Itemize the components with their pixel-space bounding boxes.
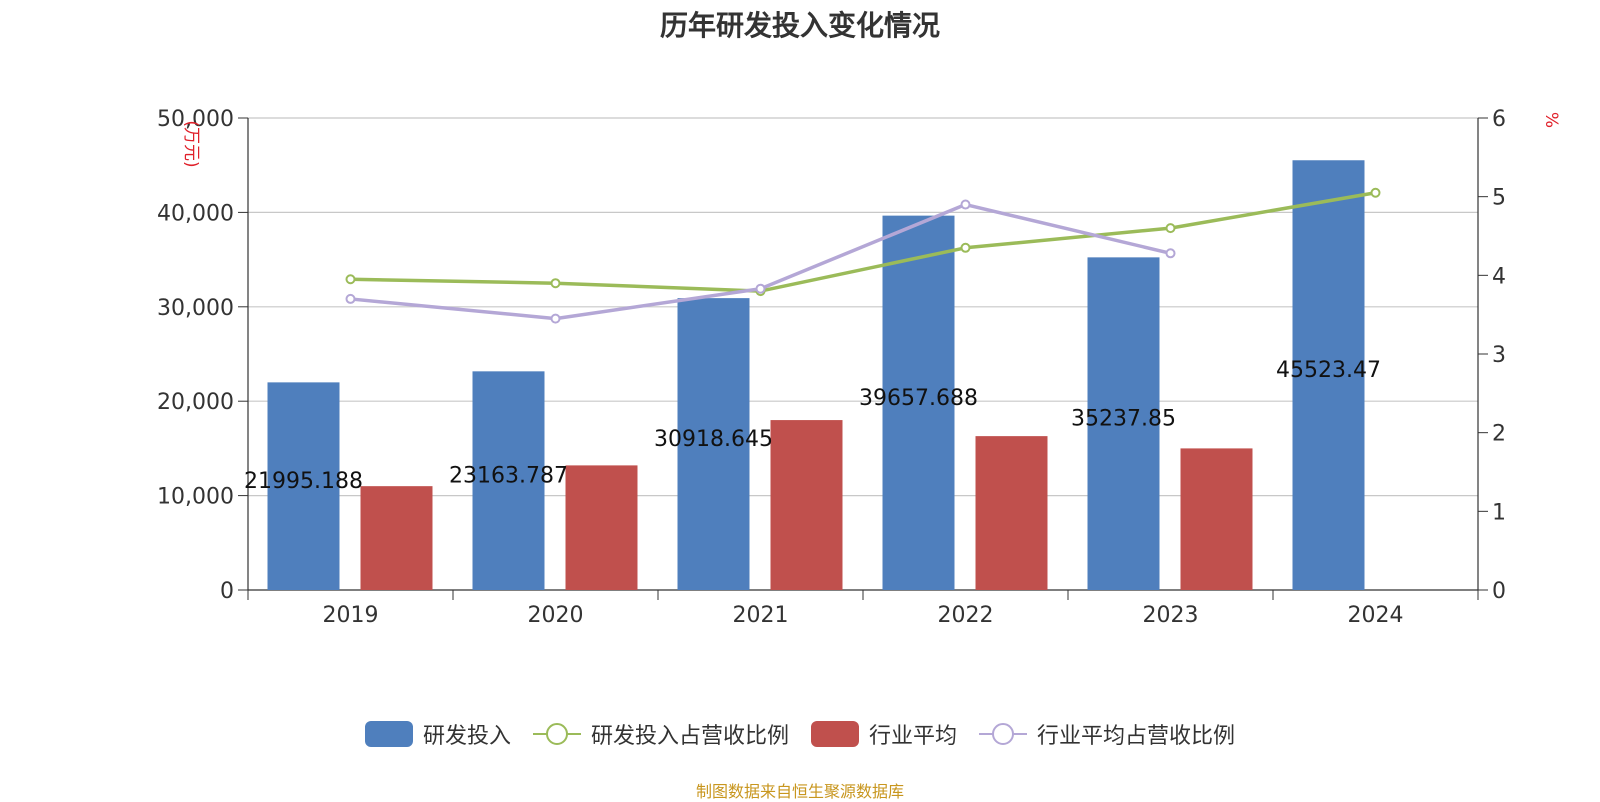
bar-data-label: 45523.47 bbox=[1276, 358, 1381, 383]
bar-rd-investment bbox=[267, 382, 340, 590]
point-rd-ratio bbox=[1370, 187, 1381, 198]
x-tick-label: 2024 bbox=[1348, 603, 1404, 628]
y-left-tick-label: 10,000 bbox=[157, 485, 234, 510]
bar-rd-investment bbox=[677, 298, 750, 590]
point-rd-ratio bbox=[550, 278, 561, 289]
point-industry-ratio bbox=[960, 199, 971, 210]
y-right-tick-label: 3 bbox=[1492, 343, 1506, 368]
point-industry-ratio bbox=[755, 283, 766, 294]
y-right-tick-label: 5 bbox=[1492, 186, 1506, 211]
y-right-tick-label: 0 bbox=[1492, 579, 1506, 604]
line-industry-ratio bbox=[350, 202, 1171, 321]
bar-rd-investment bbox=[1087, 257, 1160, 590]
y-left-tick-label: 30,000 bbox=[157, 296, 234, 321]
y-left-tick-label: 40,000 bbox=[157, 201, 234, 226]
point-rd-ratio bbox=[345, 274, 356, 285]
legend-label-industry-ratio: 行业平均占营收比例 bbox=[1037, 724, 1236, 749]
legend-swatch-rd-investment bbox=[364, 721, 413, 747]
legend-swatch-rd-ratio bbox=[532, 723, 581, 745]
x-tick-label: 2023 bbox=[1143, 603, 1199, 628]
point-industry-ratio bbox=[550, 313, 561, 324]
bar-industry-average bbox=[975, 436, 1048, 590]
x-tick-label: 2022 bbox=[938, 603, 994, 628]
bar-data-label: 21995.188 bbox=[244, 469, 363, 494]
bar-data-label: 30918.645 bbox=[654, 427, 773, 452]
y-left-axis-label: (万元) bbox=[181, 120, 201, 167]
legend-label-rd-ratio: 研发投入占营收比例 bbox=[590, 724, 789, 749]
bar-industry-average bbox=[770, 420, 843, 590]
chart-title: 历年研发投入变化情况 bbox=[659, 9, 940, 42]
y-left-tick-label: 0 bbox=[220, 579, 234, 604]
bar-rd-investment bbox=[882, 215, 955, 591]
point-industry-ratio bbox=[1165, 248, 1176, 259]
point-rd-ratio bbox=[960, 242, 971, 253]
bar-industry-average bbox=[1180, 448, 1253, 590]
bar-industry-average bbox=[360, 486, 433, 590]
bar-industry-average bbox=[565, 465, 638, 590]
legend-item-industry-average[interactable]: 行业平均 bbox=[811, 718, 957, 750]
data-source-note: 制图数据来自恒生聚源数据库 bbox=[695, 782, 904, 801]
bar-data-label: 35237.85 bbox=[1071, 407, 1176, 432]
legend-swatch-industry-average bbox=[811, 721, 859, 747]
x-tick-label: 2019 bbox=[323, 603, 379, 628]
y-left-tick-label: 20,000 bbox=[157, 390, 234, 415]
y-right-tick-label: 2 bbox=[1492, 422, 1506, 447]
y-left-tick-label: 50,000 bbox=[157, 107, 234, 132]
y-right-tick-label: 6 bbox=[1492, 107, 1506, 132]
line-rd-ratio bbox=[350, 191, 1376, 293]
y-right-tick-label: 1 bbox=[1492, 500, 1506, 525]
bar-rd-investment bbox=[472, 371, 545, 590]
y-right-axis-label: % bbox=[1541, 112, 1561, 128]
point-rd-ratio bbox=[1165, 223, 1176, 234]
y-right-tick-label: 4 bbox=[1492, 264, 1506, 289]
bar-data-label: 23163.787 bbox=[449, 464, 568, 489]
bar-rd-investment bbox=[1292, 160, 1365, 591]
legend-item-rd-investment[interactable]: 研发投入 bbox=[364, 718, 511, 750]
point-industry-ratio bbox=[345, 293, 356, 304]
legend-swatch-industry-ratio bbox=[979, 723, 1028, 745]
legend-label-industry-average: 行业平均 bbox=[869, 724, 958, 749]
legend-label-rd-investment: 研发投入 bbox=[422, 724, 511, 749]
x-tick-label: 2020 bbox=[528, 603, 584, 628]
legend-item-industry-ratio[interactable]: 行业平均占营收比例 bbox=[979, 718, 1235, 750]
x-tick-label: 2021 bbox=[733, 603, 789, 628]
legend: 研发投入 研发投入占营收比例 行业平均 行业平均占营收比例 bbox=[0, 718, 1600, 750]
bar-data-label: 39657.688 bbox=[859, 386, 978, 411]
legend-item-rd-ratio[interactable]: 研发投入占营收比例 bbox=[532, 718, 789, 750]
